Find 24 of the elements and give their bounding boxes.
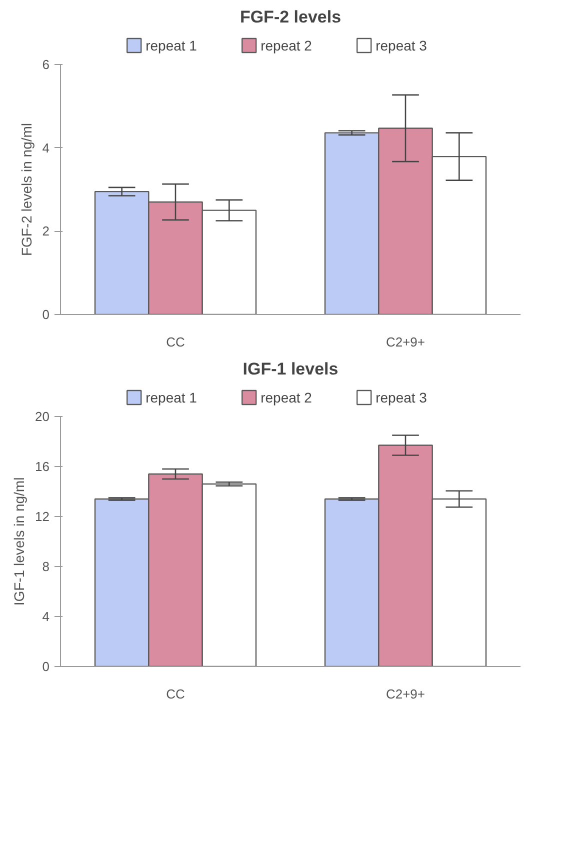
legend-label: repeat 3 <box>376 38 428 54</box>
x-tick-label: C2+9+ <box>386 334 426 350</box>
chart-title: FGF-2 levels <box>240 8 342 26</box>
y-tick-label: 12 <box>35 509 50 524</box>
x-tick-label: C2+9+ <box>386 686 426 702</box>
y-axis-title: IGF-1 levels in ng/ml <box>11 477 28 606</box>
legend-label: repeat 2 <box>260 38 312 54</box>
y-tick-label: 20 <box>35 409 50 424</box>
legend-label: repeat 3 <box>376 390 428 406</box>
y-tick-label: 2 <box>42 224 50 239</box>
legend-label: repeat 1 <box>146 390 198 406</box>
x-tick-label: CC <box>166 686 185 702</box>
legend-label: repeat 2 <box>260 390 312 406</box>
y-tick-label: 0 <box>42 307 50 322</box>
y-tick-label: 4 <box>42 140 50 156</box>
y-axis-title: FGF-2 levels in ng/ml <box>18 122 34 256</box>
y-tick-label: 4 <box>42 609 50 624</box>
y-tick-label: 8 <box>42 559 50 574</box>
x-tick-label: CC <box>166 334 185 350</box>
y-tick-label: 16 <box>35 459 50 474</box>
y-tick-label: 6 <box>42 57 50 72</box>
legend-label: repeat 1 <box>146 38 198 54</box>
y-tick-label: 0 <box>42 659 50 674</box>
chart-title: IGF-1 levels <box>242 360 338 378</box>
